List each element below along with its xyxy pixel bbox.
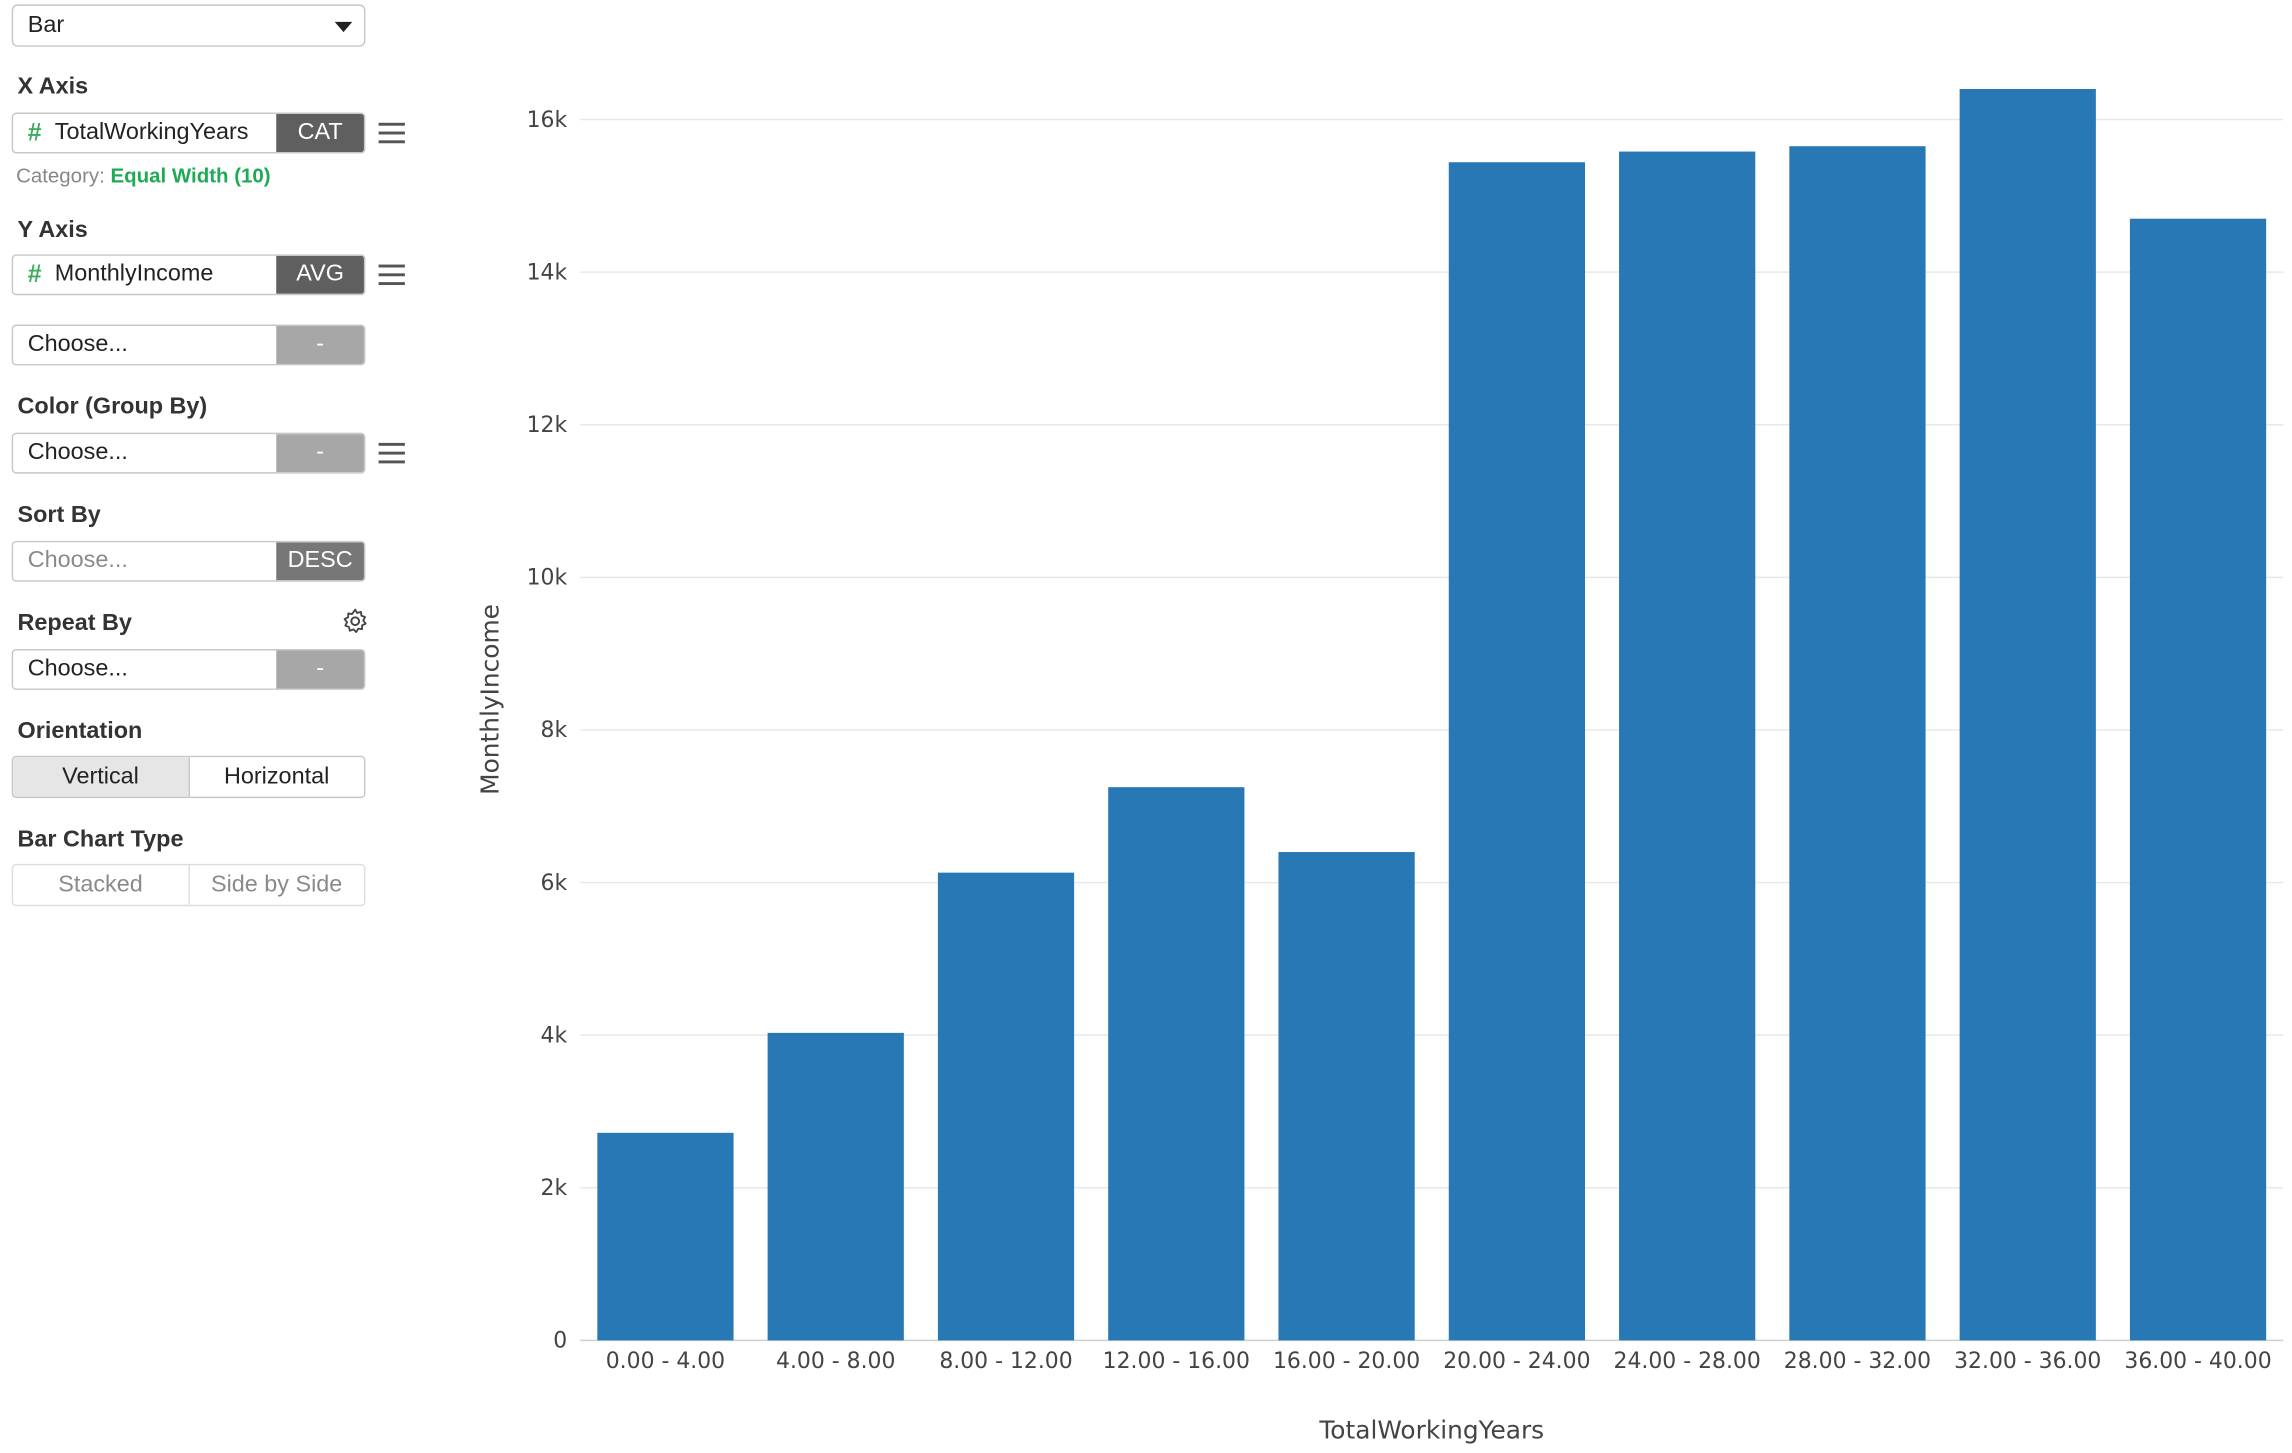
bar bbox=[597, 1132, 734, 1341]
color-group-selector[interactable]: Choose... bbox=[27, 439, 128, 465]
orientation-horizontal-button[interactable]: Horizontal bbox=[187, 757, 364, 797]
y-axis-aggregation-button[interactable]: AVG bbox=[276, 255, 364, 294]
y-axis-title: MonthlyIncome bbox=[475, 604, 504, 795]
x-axis-label: X Axis bbox=[17, 74, 89, 100]
orientation-toggle: Vertical Horizontal bbox=[11, 755, 366, 799]
bar bbox=[1278, 852, 1415, 1341]
repeat-by-field[interactable]: Choose... - bbox=[11, 648, 366, 690]
y-tick-label: 16k bbox=[527, 108, 568, 133]
chart-type-value: Bar bbox=[27, 12, 65, 38]
chart-config-panel: Bar X Axis # TotalWorkingYears CAT Categ… bbox=[0, 0, 439, 1453]
repeat-by-label: Repeat By bbox=[17, 610, 132, 636]
orientation-vertical-button[interactable]: Vertical bbox=[13, 757, 188, 797]
y-tick-label: 14k bbox=[527, 260, 568, 285]
gear-icon[interactable] bbox=[341, 607, 370, 636]
x-tick-label: 24.00 - 28.00 bbox=[1614, 1349, 1761, 1374]
bar bbox=[767, 1032, 904, 1341]
x-axis-column: TotalWorkingYears bbox=[54, 119, 249, 145]
x-axis-field[interactable]: # TotalWorkingYears CAT bbox=[11, 112, 366, 154]
sort-by-selector[interactable]: Choose... bbox=[27, 548, 128, 573]
bar-chart-type-toggle: Stacked Side by Side bbox=[11, 863, 366, 907]
x-axis-type-button[interactable]: CAT bbox=[276, 114, 364, 153]
y-axis-menu-icon[interactable] bbox=[378, 264, 405, 291]
x-axis-column-selector[interactable]: # TotalWorkingYears bbox=[13, 114, 276, 152]
color-group-field[interactable]: Choose... - bbox=[11, 432, 366, 474]
bar-chart-type-label: Bar Chart Type bbox=[17, 827, 184, 853]
x-axis-title: TotalWorkingYears bbox=[1318, 1415, 1544, 1444]
y-tick-label: 0 bbox=[553, 1329, 567, 1354]
repeat-by-selector[interactable]: Choose... bbox=[27, 656, 128, 682]
category-method-link[interactable]: Equal Width (10) bbox=[110, 163, 271, 188]
x-tick-label: 32.00 - 36.00 bbox=[1954, 1349, 2101, 1374]
color-group-label: Color (Group By) bbox=[17, 394, 208, 420]
bar-type-stacked-button[interactable]: Stacked bbox=[58, 871, 143, 897]
x-tick-label: 36.00 - 40.00 bbox=[2124, 1349, 2271, 1374]
bar bbox=[1108, 787, 1245, 1341]
y-axis-extra-selector[interactable]: Choose... bbox=[27, 331, 128, 357]
chart-type-select[interactable]: Bar bbox=[11, 4, 366, 47]
y-tick-label: 12k bbox=[527, 413, 568, 438]
x-tick-label: 0.00 - 4.00 bbox=[606, 1349, 725, 1374]
x-tick-label: 12.00 - 16.00 bbox=[1103, 1349, 1250, 1374]
bar bbox=[1619, 151, 1756, 1341]
y-axis-column: MonthlyIncome bbox=[54, 261, 214, 287]
y-tick-label: 4k bbox=[541, 1023, 568, 1048]
category-setting: Category: Equal Width (10) bbox=[16, 164, 271, 187]
x-tick-label: 8.00 - 12.00 bbox=[939, 1349, 1072, 1374]
numeric-hash-icon: # bbox=[27, 118, 42, 147]
bar bbox=[937, 872, 1075, 1341]
bar bbox=[1789, 146, 1926, 1341]
color-group-menu-icon[interactable] bbox=[378, 442, 405, 469]
numeric-hash-icon: # bbox=[27, 260, 42, 288]
y-tick-label: 2k bbox=[541, 1176, 568, 1201]
bar bbox=[2129, 218, 2267, 1341]
repeat-by-button[interactable]: - bbox=[276, 650, 364, 689]
y-axis-extra-button[interactable]: - bbox=[276, 325, 364, 364]
y-tick-label: 10k bbox=[527, 566, 568, 591]
bar bbox=[1959, 88, 2096, 1341]
bar-type-side-by-side-button[interactable]: Side by Side bbox=[187, 865, 364, 905]
chart-area: 0 2k 4k 6k 8k 10k 12k 14k 16k 0.00 - 4.00 4.00 - 8… bbox=[439, 0, 2292, 1453]
color-group-button[interactable]: - bbox=[276, 434, 364, 473]
sort-by-label: Sort By bbox=[17, 502, 101, 528]
x-tick-label: 4.00 - 8.00 bbox=[776, 1349, 895, 1374]
orientation-label: Orientation bbox=[17, 719, 143, 745]
y-axis-label: Y Axis bbox=[17, 217, 88, 243]
sort-order-button[interactable]: DESC bbox=[276, 542, 364, 581]
bar-chart: 0 2k 4k 6k 8k 10k 12k 14k 16k 0.00 - 4.00 4.00 - 8… bbox=[475, 88, 2284, 1444]
x-axis-menu-icon[interactable] bbox=[378, 122, 405, 149]
y-axis-column-selector[interactable]: # MonthlyIncome bbox=[13, 256, 276, 294]
y-axis-extra-field[interactable]: Choose... - bbox=[11, 324, 366, 366]
caret-down-icon bbox=[334, 21, 353, 33]
y-tick-label: 8k bbox=[541, 718, 568, 743]
y-axis-field[interactable]: # MonthlyIncome AVG bbox=[11, 254, 366, 296]
category-prefix: Category: bbox=[16, 163, 105, 188]
y-tick-label: 6k bbox=[541, 871, 568, 896]
x-tick-label: 28.00 - 32.00 bbox=[1784, 1349, 1931, 1374]
bar bbox=[1448, 162, 1585, 1341]
x-tick-label: 20.00 - 24.00 bbox=[1443, 1349, 1590, 1374]
sort-by-field[interactable]: Choose... DESC bbox=[11, 540, 366, 582]
x-tick-label: 16.00 - 20.00 bbox=[1273, 1349, 1420, 1374]
